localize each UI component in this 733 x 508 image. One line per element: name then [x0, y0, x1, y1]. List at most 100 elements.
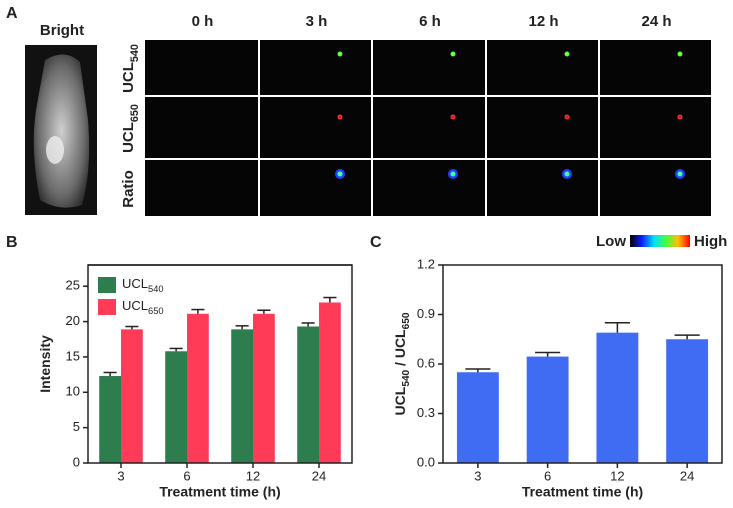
panel-label: C: [370, 234, 382, 251]
bar: [99, 376, 121, 463]
image-tile: [600, 160, 711, 216]
image-tile: [600, 97, 711, 158]
image-tile: [260, 40, 371, 95]
y-tick-label: 25: [66, 278, 80, 293]
bar: [165, 351, 187, 463]
image-tile: [145, 160, 258, 216]
signal-core: [565, 115, 569, 119]
row-label: Ratio: [120, 170, 137, 208]
y-axis-label: UCL540 / UCL650: [392, 312, 412, 415]
bar: [596, 332, 639, 463]
y-tick-label: 15: [66, 348, 80, 363]
image-tile: [487, 40, 598, 95]
bar: [456, 372, 499, 463]
subscript: 650: [401, 312, 412, 329]
bar: [121, 329, 143, 463]
image-tile: [487, 97, 598, 158]
signal-core: [451, 115, 455, 119]
legend-label: UCL540: [122, 276, 164, 294]
image-tile: [373, 40, 485, 95]
legend-name: UCL: [122, 298, 148, 313]
bar: [526, 356, 569, 463]
panel-label: B: [6, 234, 18, 251]
image-tile: [600, 40, 711, 95]
y-tick-label: 0.0: [417, 454, 435, 469]
row-label: UCL650: [120, 104, 141, 153]
bar: [253, 313, 275, 463]
legend-subscript: 540: [148, 284, 164, 294]
y-tick-label: 20: [66, 313, 80, 328]
x-tick-label: 12: [246, 468, 260, 483]
image-tile: [145, 40, 258, 95]
x-tick-label: 24: [312, 468, 326, 483]
text-part: UCL: [120, 62, 137, 93]
bar: [319, 302, 341, 463]
y-tick-label: 5: [73, 419, 80, 434]
legend-label: UCL650: [122, 298, 164, 316]
x-tick-label: 12: [610, 468, 624, 483]
x-tick-label: 24: [680, 468, 694, 483]
image-tile: [373, 160, 485, 216]
colorbar-high: High: [694, 233, 727, 250]
y-tick-label: 0.6: [417, 355, 435, 370]
signal-core: [678, 52, 682, 56]
bar: [187, 313, 209, 463]
y-tick-label: 0.3: [417, 405, 435, 420]
image-tile: [373, 97, 485, 158]
text-part: Ratio: [120, 170, 137, 208]
bright-label: Bright: [40, 22, 84, 39]
text-part: / UCL: [392, 329, 408, 370]
column-header: 6 h: [419, 13, 441, 30]
image-tile: [487, 160, 598, 216]
image-grid: [145, 40, 711, 216]
x-tick-label: 3: [117, 468, 124, 483]
mouse-silhouette: [33, 54, 90, 208]
signal-core: [338, 115, 342, 119]
column-header: 3 h: [306, 13, 328, 30]
text-part: UCL: [392, 386, 408, 415]
y-tick-label: 0.9: [417, 306, 435, 321]
y-axis-label: Intensity: [37, 335, 53, 393]
colorbar-low: Low: [596, 233, 626, 250]
bar: [297, 326, 319, 463]
x-tick-label: 3: [474, 468, 481, 483]
x-axis-label: Treatment time (h): [522, 484, 643, 500]
y-tick-label: 0: [73, 454, 80, 469]
signal-core: [338, 52, 342, 56]
colorbar: [630, 235, 690, 247]
column-header: 24 h: [641, 13, 671, 30]
panel-label: A: [6, 5, 18, 22]
plot-frame: [442, 264, 723, 464]
image-tile: [145, 97, 258, 158]
y-tick-label: 10: [66, 384, 80, 399]
legend-swatch: [98, 299, 116, 315]
y-tick-label: 1.2: [417, 256, 435, 271]
column-header: 12 h: [528, 13, 558, 30]
legend-subscript: 650: [148, 306, 164, 316]
image-tile: [260, 97, 371, 158]
bar: [231, 329, 253, 463]
column-header: 0 h: [192, 13, 214, 30]
row-label: UCL540: [120, 44, 141, 93]
subscript: 540: [129, 44, 141, 62]
image-tile: [260, 160, 371, 216]
legend-name: UCL: [122, 276, 148, 291]
text-part: Intensity: [37, 335, 53, 393]
subscript: 650: [129, 104, 141, 122]
subscript: 540: [401, 369, 412, 386]
signal-core: [677, 171, 683, 177]
legend-swatch: [98, 277, 116, 293]
signal-core: [451, 52, 455, 56]
signal-core: [678, 115, 682, 119]
text-part: UCL: [120, 122, 137, 153]
x-tick-label: 6: [183, 468, 190, 483]
panel-a: [25, 45, 97, 215]
mouse-highlight: [46, 136, 64, 164]
x-axis-label: Treatment time (h): [159, 484, 280, 500]
x-tick-label: 6: [544, 468, 551, 483]
bar: [666, 339, 709, 463]
signal-core: [564, 171, 570, 177]
signal-core: [565, 52, 569, 56]
signal-core: [450, 171, 456, 177]
